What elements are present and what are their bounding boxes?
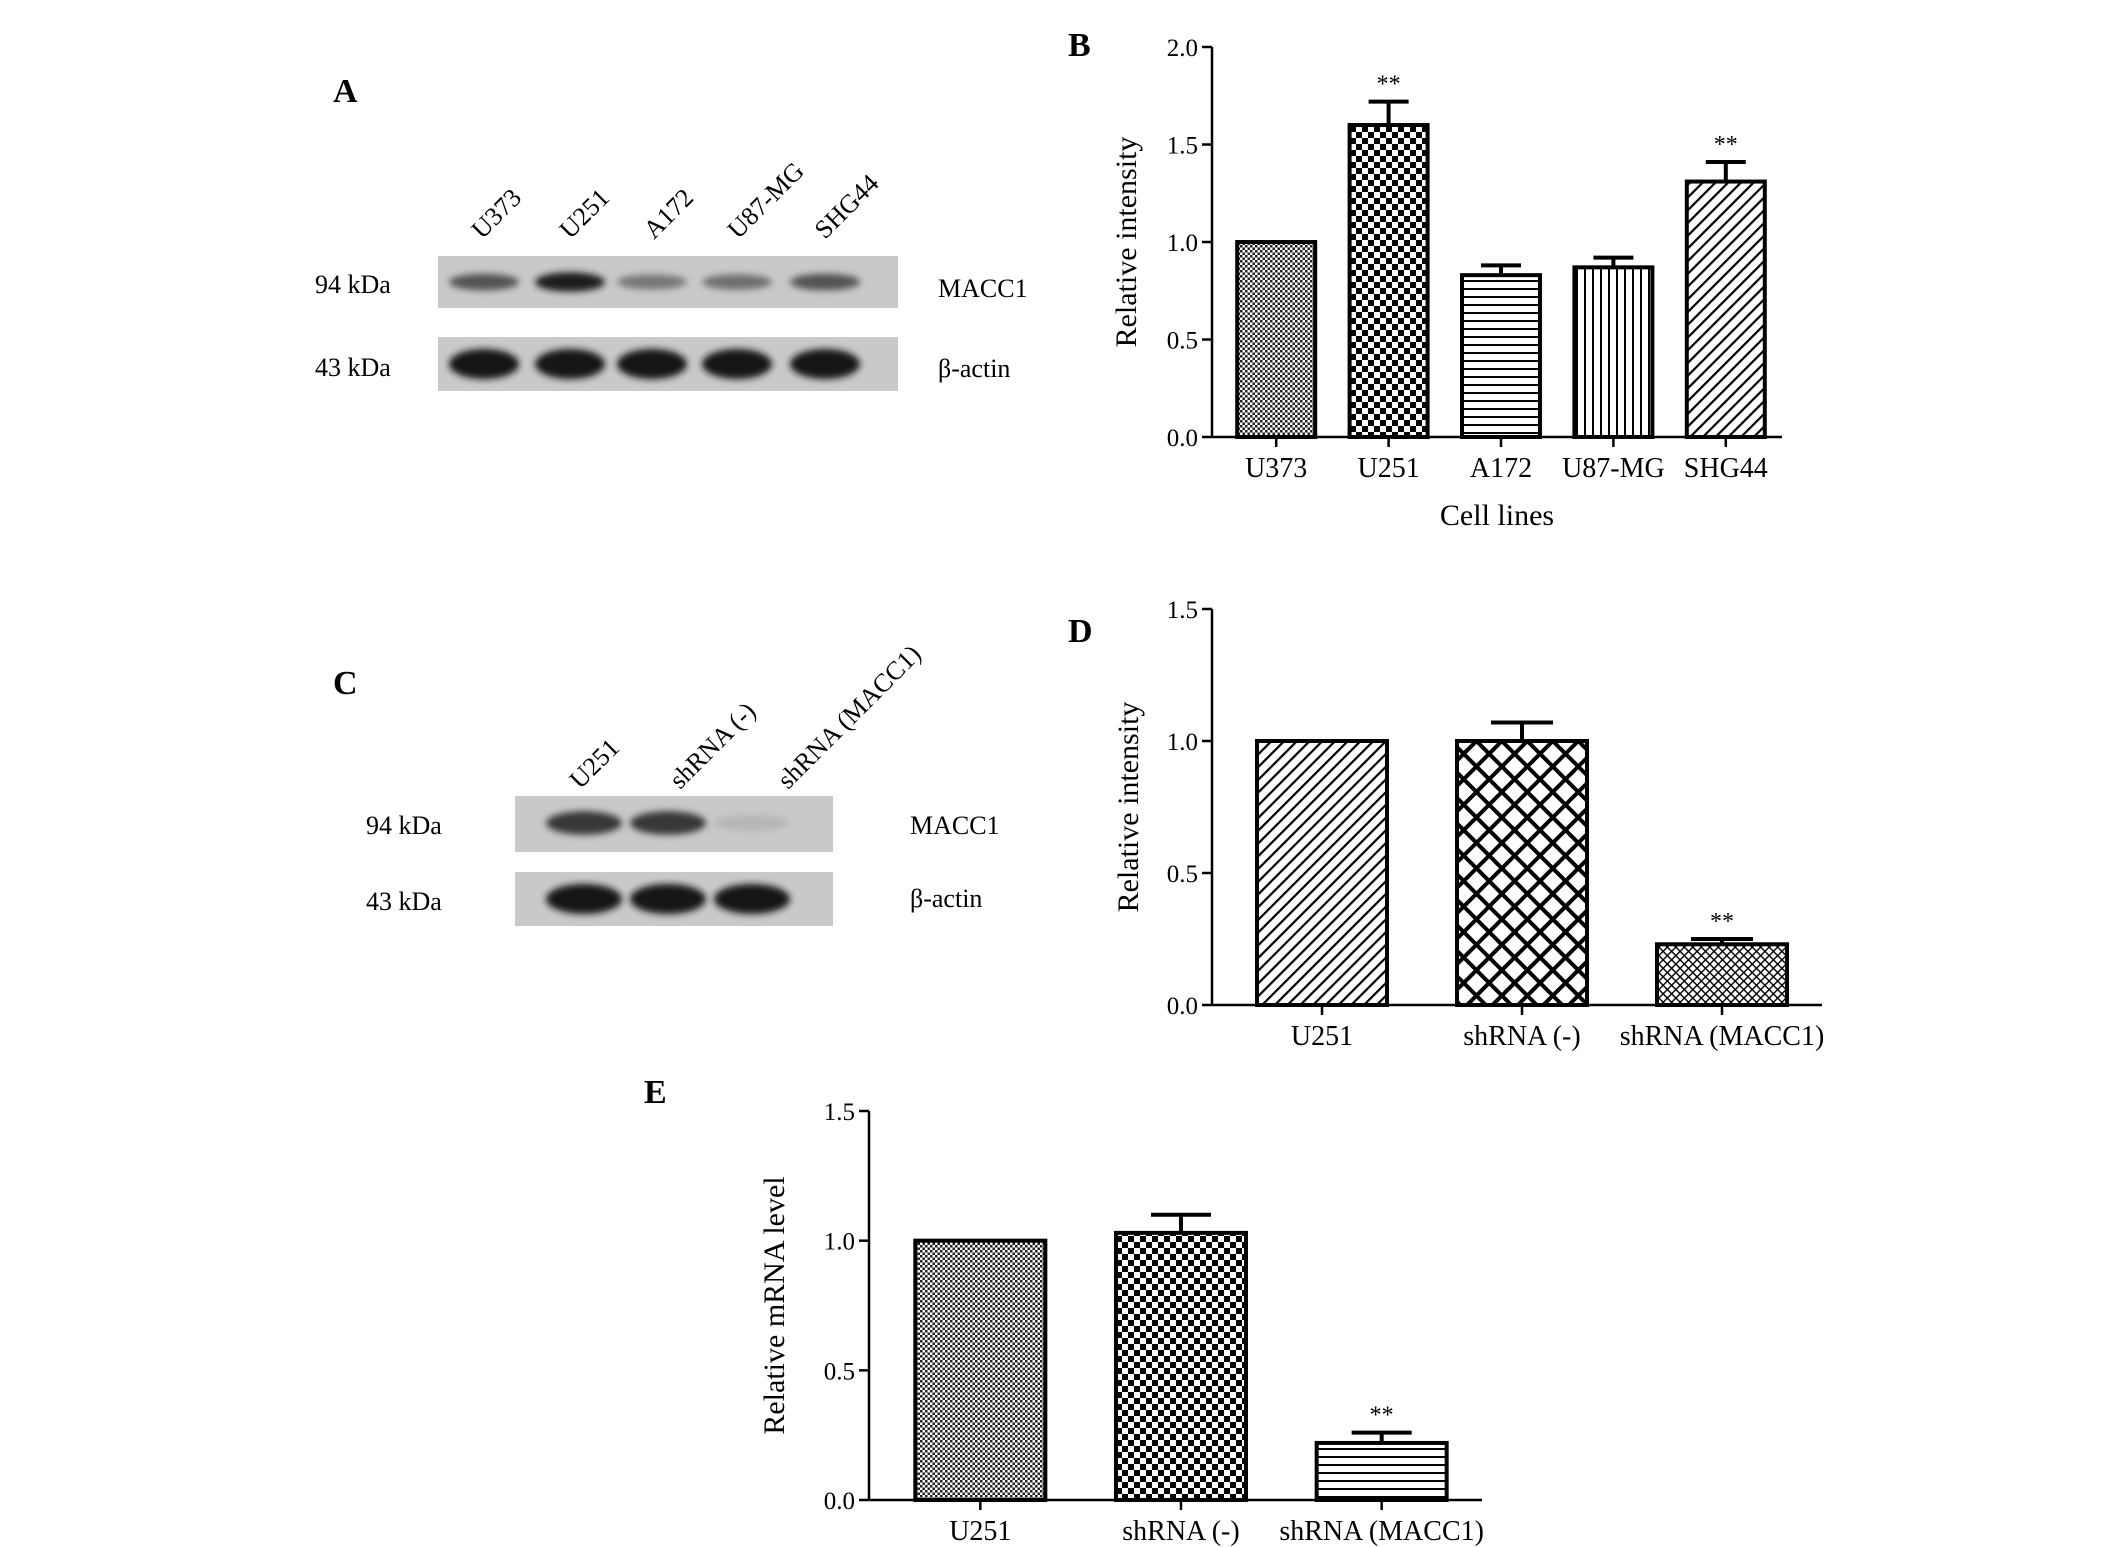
blot-a-kda-actin: 43 kDa	[315, 353, 391, 382]
blot-a-lane-label: U251	[554, 183, 615, 244]
bar-u87-mg	[1572, 265, 1655, 439]
blot-band-shrna-macc1--macc1	[714, 815, 790, 831]
y-tick-label: 0.0	[1167, 993, 1198, 1020]
panel-letter-d: D	[1068, 613, 1093, 650]
blot-band-u251-actin	[546, 884, 622, 914]
bar-shrna	[1455, 739, 1589, 1007]
y-tick-label: 1.5	[1167, 597, 1198, 624]
y-tick-label: 0.5	[1167, 328, 1198, 355]
blot-a-lane-label: U373	[466, 183, 527, 244]
blot-c-lane-label: shRNA (MACC1)	[772, 639, 927, 794]
significance-marker-shg44: **	[1714, 132, 1738, 158]
blot-band-u251-macc1	[535, 272, 605, 292]
bar-chart-e: 0.0 0.5 1.0 1.5 U251 shRNA (-) ** shRNA (MACC1)…	[758, 1099, 1484, 1547]
blot-c-kda-macc1: 94 kDa	[366, 811, 442, 840]
blot-a-lane-label: A172	[638, 183, 699, 244]
x-tick-label-u251: U251	[1357, 453, 1419, 484]
blot-a-lane-label: U87-MG	[722, 156, 810, 244]
panel-letter-e: E	[644, 1074, 667, 1111]
significance-marker-shrna-macc1: **	[1710, 909, 1734, 935]
bar-u251	[913, 1238, 1048, 1502]
x-axis-label: Cell lines	[1440, 499, 1554, 532]
y-tick-label: 1.0	[1167, 230, 1198, 257]
bar-a172	[1460, 273, 1542, 439]
bar-chart-b: 0.0 0.5 1.0 1.5 2.0 U373 ** U251 A172 U87-MG ** SHG…	[1110, 35, 1782, 532]
bar-shrna	[1114, 1230, 1248, 1503]
y-tick-label: 1.0	[824, 1229, 855, 1256]
y-tick-label: 1.0	[1167, 729, 1198, 756]
x-tick-label-a172: A172	[1470, 453, 1532, 484]
x-tick-label-u87-mg: U87-MG	[1562, 453, 1665, 484]
bar-chart-d: 0.0 0.5 1.0 1.5 U251 shRNA (-) ** shRNA (MACC1)…	[1112, 597, 1824, 1052]
blot-c-protein-macc1: MACC1	[910, 811, 1000, 840]
blot-band-u251-actin	[535, 349, 605, 379]
western-blot-c: U251 shRNA (-) shRNA (MACC1) 94 kDa 43 k…	[366, 639, 1000, 926]
bar-u251	[1255, 739, 1389, 1007]
x-tick-label-shrna-macc1: shRNA (MACC1)	[1279, 1516, 1484, 1547]
blot-band-shrna--macc1	[630, 811, 706, 835]
blot-band-shrna-macc1--actin	[714, 884, 790, 914]
blot-band-shg44-macc1	[790, 273, 860, 291]
blot-a-kda-macc1: 94 kDa	[315, 270, 391, 299]
blot-c-kda-actin: 43 kDa	[366, 887, 442, 916]
significance-marker-shrna-macc1: **	[1370, 1403, 1394, 1429]
bar-shrna-macc1	[1314, 1440, 1449, 1502]
panel-letter-c: C	[333, 665, 358, 702]
blot-band-u87-mg-actin	[702, 349, 772, 379]
bar-shg44	[1684, 179, 1767, 439]
x-tick-label-u251: U251	[1291, 1021, 1353, 1052]
blot-a-protein-actin: β-actin	[938, 354, 1010, 383]
bar-u251	[1347, 123, 1430, 439]
bar-u373	[1235, 240, 1318, 439]
y-axis-label: Relative intensity	[1112, 702, 1145, 913]
blot-band-shg44-actin	[790, 349, 860, 379]
y-tick-label: 0.5	[1167, 861, 1198, 888]
blot-c-lane-label: shRNA (-)	[664, 697, 762, 795]
blot-band-shrna--actin	[630, 884, 706, 914]
y-tick-label: 0.0	[824, 1488, 855, 1515]
panel-letter-b: B	[1068, 27, 1091, 64]
blot-c-lane-label: U251	[564, 733, 625, 794]
blot-band-u373-macc1	[449, 273, 519, 291]
western-blot-a: U373 U251 A172 U87-MG SHG44 94 kDa 43 kD…	[315, 156, 1028, 391]
x-tick-label-shrna: shRNA (-)	[1463, 1021, 1580, 1052]
x-tick-label-shrna-macc1: shRNA (MACC1)	[1620, 1021, 1825, 1052]
y-tick-label: 2.0	[1167, 35, 1198, 62]
blot-c-protein-actin: β-actin	[910, 884, 982, 913]
blot-band-u87-mg-macc1	[702, 274, 772, 290]
y-axis-label: Relative intensity	[1110, 137, 1143, 348]
panel-letter-a: A	[333, 73, 358, 110]
x-tick-label-u373: U373	[1245, 453, 1307, 484]
significance-marker-u251: **	[1377, 72, 1401, 98]
bar-shrna-macc1	[1655, 942, 1789, 1008]
y-tick-label: 1.5	[824, 1099, 855, 1126]
x-tick-label-shrna: shRNA (-)	[1122, 1516, 1239, 1547]
x-tick-label-shg44: SHG44	[1684, 453, 1768, 484]
blot-band-a172-macc1	[617, 274, 687, 290]
x-tick-label-u251: U251	[949, 1516, 1011, 1547]
y-tick-label: 1.5	[1167, 133, 1198, 160]
blot-band-a172-actin	[617, 349, 687, 379]
y-tick-label: 0.5	[824, 1358, 855, 1385]
y-axis-label: Relative mRNA level	[758, 1176, 791, 1434]
blot-band-u373-actin	[449, 349, 519, 379]
blot-a-lane-label: SHG44	[809, 169, 885, 245]
y-tick-label: 0.0	[1167, 425, 1198, 452]
blot-band-u251-macc1	[546, 811, 622, 835]
blot-a-protein-macc1: MACC1	[938, 274, 1028, 303]
